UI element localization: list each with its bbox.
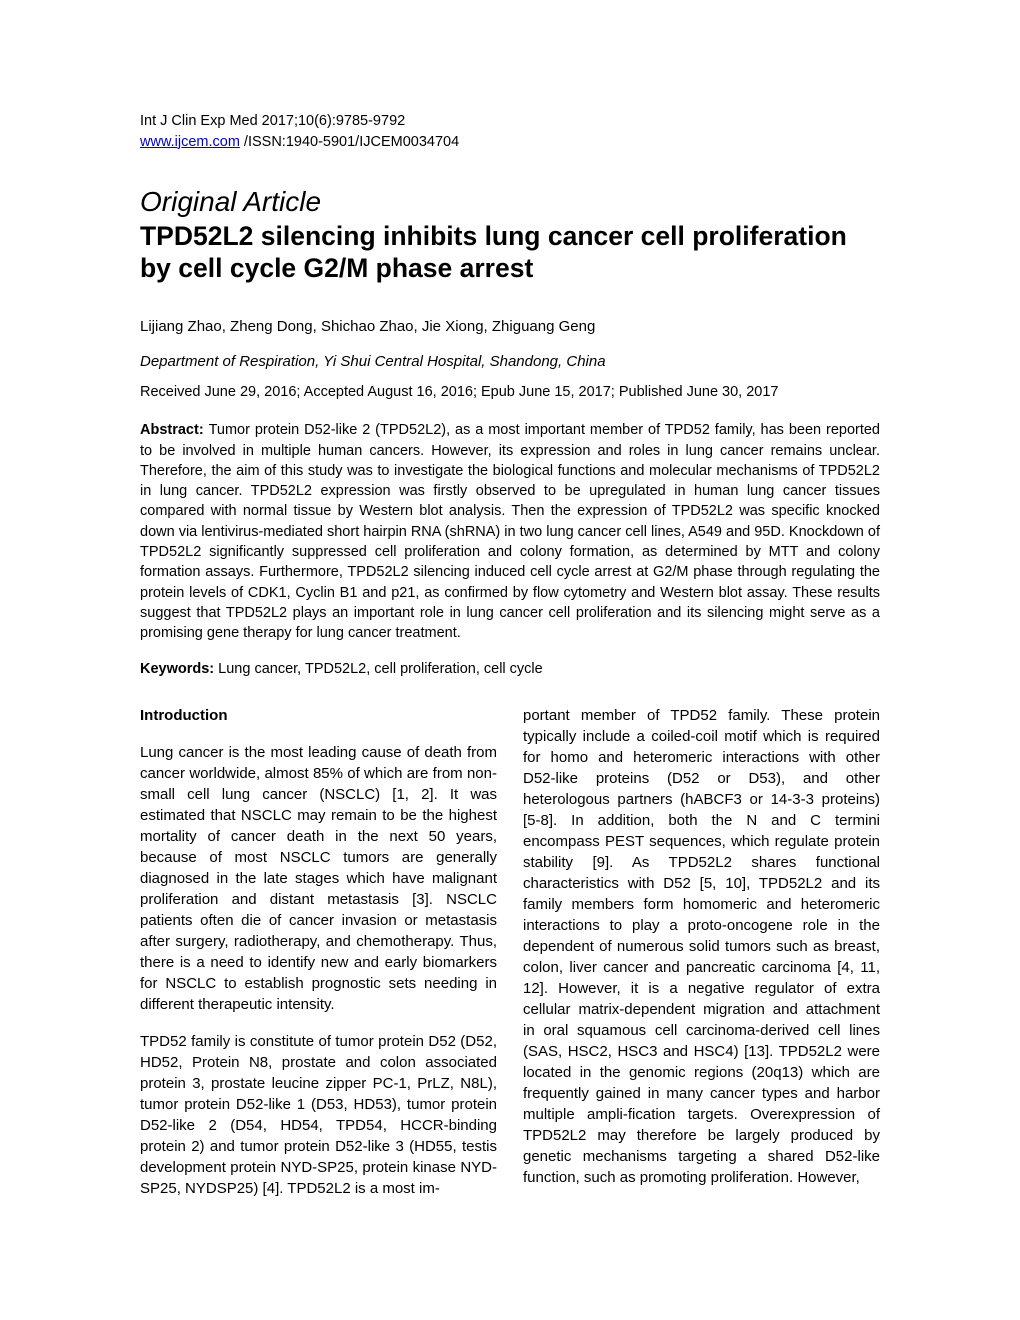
keywords-label: Keywords: (140, 661, 218, 677)
keywords: Keywords: Lung cancer, TPD52L2, cell pro… (140, 661, 880, 677)
keywords-text: Lung cancer, TPD52L2, cell proliferation… (218, 661, 543, 677)
article-type: Original Article (140, 186, 880, 218)
body-paragraph: portant member of TPD52 family. These pr… (523, 705, 880, 1188)
abstract-label: Abstract: (140, 422, 209, 438)
body-columns: Introduction Lung cancer is the most lea… (140, 705, 880, 1199)
body-paragraph: Lung cancer is the most leading cause of… (140, 742, 497, 1015)
intro-heading: Introduction (140, 705, 497, 726)
page-container: Int J Clin Exp Med 2017;10(6):9785-9792 … (0, 0, 1020, 1259)
column-left: Introduction Lung cancer is the most lea… (140, 705, 497, 1199)
body-paragraph: TPD52 family is constitute of tumor prot… (140, 1031, 497, 1199)
journal-reference: Int J Clin Exp Med 2017;10(6):9785-9792 (140, 112, 880, 132)
issn-suffix: /ISSN:1940-5901/IJCEM0034704 (240, 134, 459, 150)
article-title: TPD52L2 silencing inhibits lung cancer c… (140, 220, 880, 285)
article-dates: Received June 29, 2016; Accepted August … (140, 384, 880, 400)
author-list: Lijiang Zhao, Zheng Dong, Shichao Zhao, … (140, 318, 880, 335)
column-right: portant member of TPD52 family. These pr… (523, 705, 880, 1199)
affiliation: Department of Respiration, Yi Shui Centr… (140, 353, 880, 370)
abstract: Abstract: Tumor protein D52-like 2 (TPD5… (140, 420, 880, 643)
abstract-text: Tumor protein D52-like 2 (TPD52L2), as a… (140, 422, 880, 641)
issn-line: www.ijcem.com /ISSN:1940-5901/IJCEM00347… (140, 134, 880, 150)
journal-link[interactable]: www.ijcem.com (140, 134, 240, 150)
